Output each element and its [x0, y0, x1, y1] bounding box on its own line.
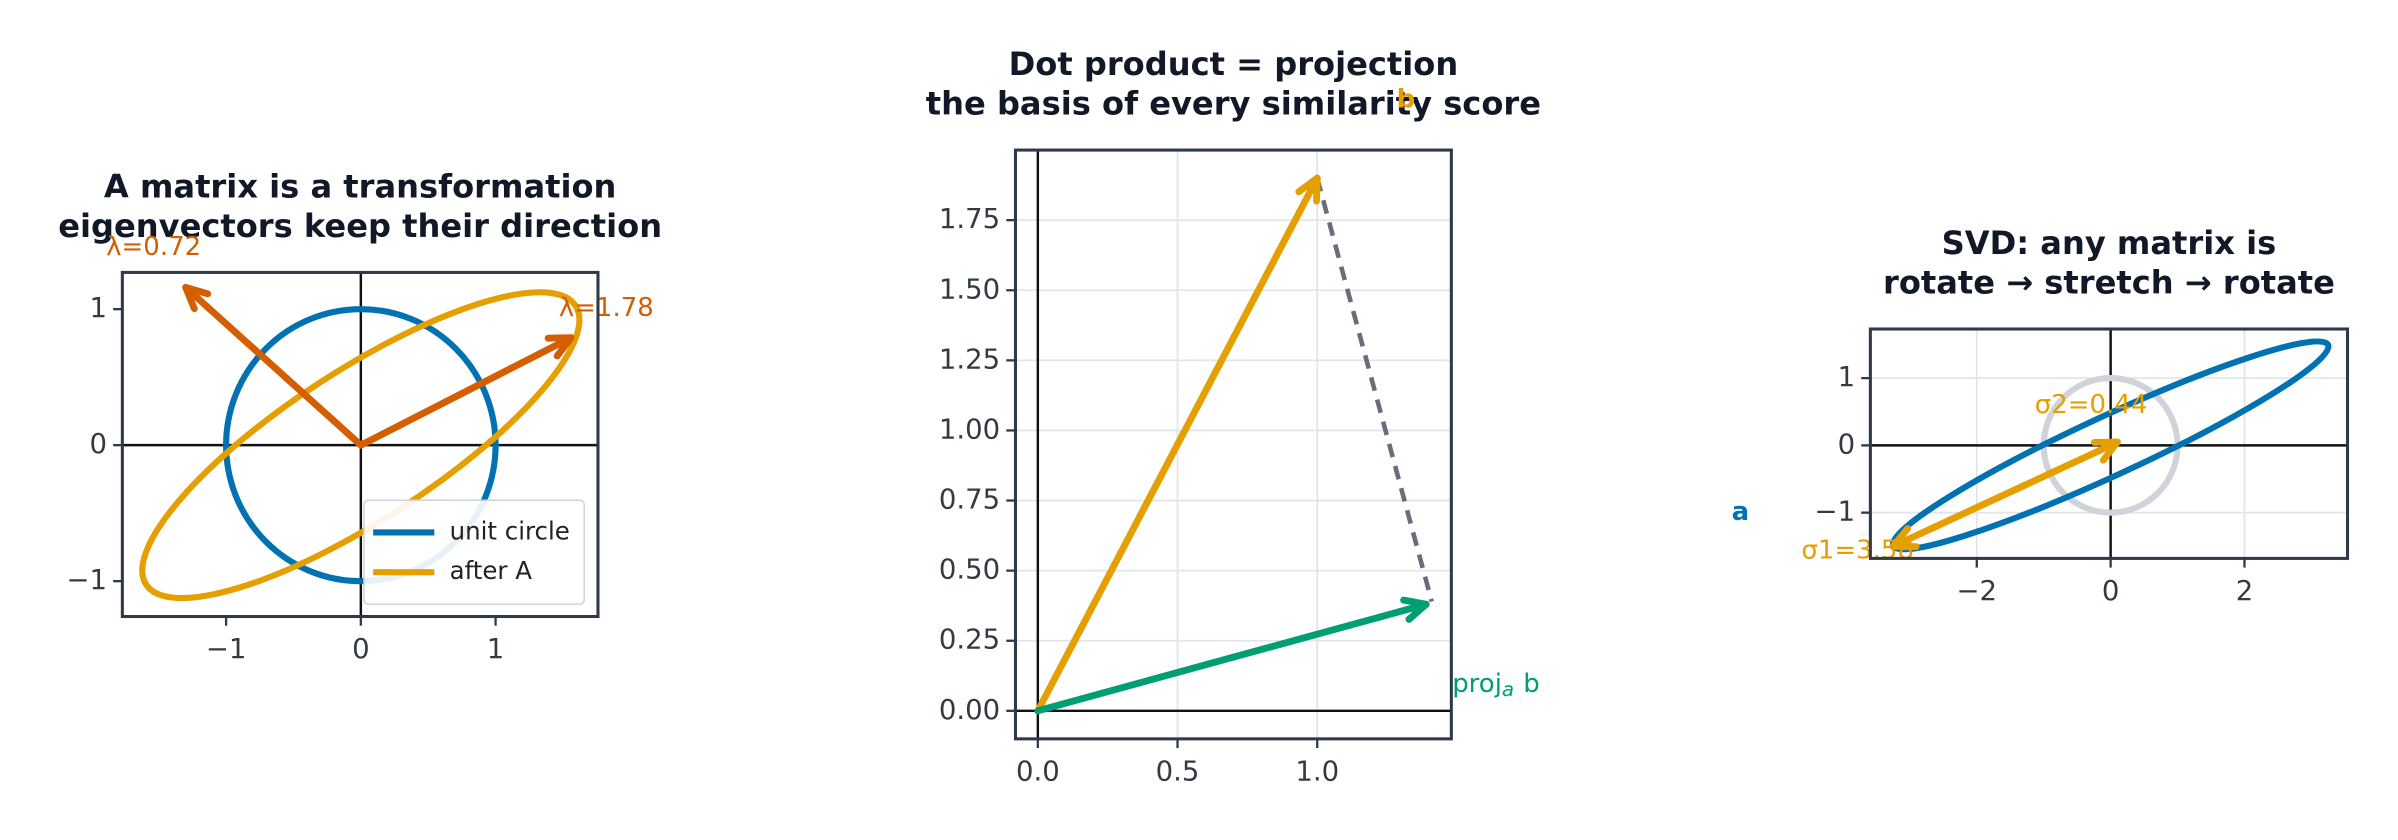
- y-tick-label: 0.50: [939, 554, 1000, 586]
- label-sub: a: [1502, 677, 1514, 700]
- y-tick-label: 0: [1838, 428, 1856, 460]
- chart-subtitle: the basis of every similarity score: [926, 85, 1541, 123]
- arrow-head: [1295, 174, 1321, 205]
- arrow-head: [182, 283, 212, 313]
- label-tail: b: [1523, 668, 1540, 698]
- chart-title: SVD: any matrix is: [1942, 224, 2277, 262]
- arrow-head: [544, 334, 575, 360]
- y-tick-label: 1: [1838, 361, 1856, 393]
- y-tick-label: 1: [90, 292, 108, 324]
- x-tick-label: 1: [487, 633, 505, 665]
- arrow: [1034, 600, 1430, 715]
- axes-frame: [1868, 327, 2350, 560]
- y-tick-label: 0.75: [939, 484, 1000, 516]
- legend-label: unit circle: [450, 516, 570, 545]
- y-tick-label: −1: [1815, 496, 1856, 528]
- arrow: [182, 283, 365, 449]
- y-tick-label: −1: [66, 564, 107, 596]
- x-tick-label: 1.0: [1295, 756, 1339, 788]
- x-tick-label: 0: [2102, 575, 2120, 607]
- axes-frame: [1013, 148, 1453, 741]
- chart-subtitle: eigenvectors keep their direction: [58, 207, 662, 245]
- y-tick-label: 1.75: [939, 203, 1000, 235]
- y-tick-label: 1.00: [939, 413, 1000, 445]
- legend: unit circle after A: [363, 499, 585, 606]
- arrow-label: σ1=3.58: [1801, 535, 1914, 565]
- arrow-label: λ=1.78: [559, 293, 654, 323]
- legend-box: [363, 499, 585, 606]
- arrow: [1889, 441, 2115, 550]
- y-tick-label: 1.50: [939, 273, 1000, 305]
- x-tick-label: 0: [352, 633, 370, 665]
- arrow-head: [2090, 438, 2121, 464]
- plot-area: [1315, 177, 1434, 603]
- arrow-label: proja b: [1452, 668, 1540, 700]
- arrow-label: λ=0.72: [106, 232, 201, 262]
- x-tick-label: −2: [1957, 575, 1998, 607]
- subplot: A matrix is a transformationeigenvectors…: [58, 167, 662, 665]
- arrow-label: b: [1397, 85, 1416, 115]
- ellipse: [223, 306, 499, 585]
- x-tick-label: −1: [206, 633, 247, 665]
- arrow-head: [1889, 525, 1920, 551]
- arrow: [357, 334, 575, 449]
- dashed-line: [1315, 177, 1434, 603]
- y-tick-label: 1.25: [939, 343, 1000, 375]
- arrow: [1034, 174, 1321, 715]
- x-tick-label: 2: [2236, 575, 2254, 607]
- chart-title: A matrix is a transformation: [104, 167, 616, 205]
- annotation: a: [1732, 497, 1750, 527]
- y-tick-label: 0: [90, 428, 108, 460]
- chart-subtitle: rotate → stretch → rotate: [1883, 264, 2335, 302]
- y-tick-label: 0.00: [939, 694, 1000, 726]
- y-tick-label: 0.25: [939, 624, 1000, 656]
- arrow-label: σ2=0.44: [2035, 390, 2148, 420]
- legend-label: after A: [450, 556, 533, 585]
- arrow-head: [1400, 596, 1430, 623]
- chart-title: Dot product = projection: [1009, 45, 1459, 83]
- x-tick-label: 0.5: [1156, 756, 1200, 788]
- axes-frame: [120, 270, 600, 619]
- label-text: proj: [1452, 668, 1502, 698]
- x-tick-label: 0.0: [1016, 756, 1060, 788]
